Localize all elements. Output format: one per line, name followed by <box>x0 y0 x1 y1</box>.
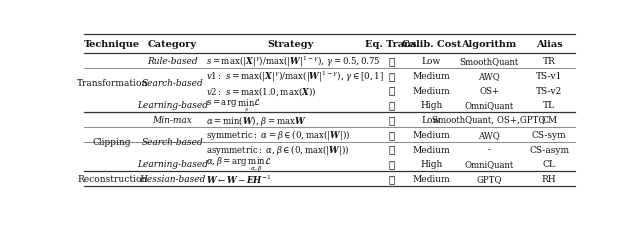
Text: $\boldsymbol{W} \leftarrow \boldsymbol{W} - \boldsymbol{E}\boldsymbol{H}^{-1}$: $\boldsymbol{W} \leftarrow \boldsymbol{W… <box>205 173 271 185</box>
Text: TS-v1: TS-v1 <box>536 71 563 80</box>
Text: Algorithm: Algorithm <box>461 40 516 49</box>
Text: ✓: ✓ <box>389 101 396 110</box>
Text: CS-sym: CS-sym <box>532 130 566 139</box>
Text: Calib. Cost: Calib. Cost <box>402 40 461 49</box>
Text: Reconstruction: Reconstruction <box>77 174 147 183</box>
Text: Medium: Medium <box>413 86 451 95</box>
Text: ✗: ✗ <box>389 174 396 183</box>
Text: GPTQ: GPTQ <box>476 174 502 183</box>
Text: Hessian-based: Hessian-based <box>139 174 205 183</box>
Text: ✓: ✓ <box>389 86 396 95</box>
Text: TS-v2: TS-v2 <box>536 86 563 95</box>
Text: Clipping: Clipping <box>93 138 131 147</box>
Text: CM: CM <box>541 116 557 125</box>
Text: CL: CL <box>543 160 556 169</box>
Text: Medium: Medium <box>413 71 451 80</box>
Text: ✓: ✓ <box>389 71 396 80</box>
Text: Search-based: Search-based <box>141 138 204 147</box>
Text: OmniQuant: OmniQuant <box>465 101 514 110</box>
Text: Learning-based: Learning-based <box>137 101 208 110</box>
Text: AWQ: AWQ <box>478 130 500 139</box>
Text: Learning-based: Learning-based <box>137 160 208 169</box>
Text: Technique: Technique <box>84 40 140 49</box>
Text: Low: Low <box>422 57 441 66</box>
Text: Rule-based: Rule-based <box>147 57 198 66</box>
Text: Alias: Alias <box>536 40 563 49</box>
Text: $v2{:}\ s = \max(1.0,\max(\boldsymbol{X}))$: $v2{:}\ s = \max(1.0,\max(\boldsymbol{X}… <box>205 84 316 97</box>
Text: $\mathrm{asymmetric{:}}\ \alpha,\beta \in (0, \max(|\boldsymbol{W}|))$: $\mathrm{asymmetric{:}}\ \alpha,\beta \i… <box>205 142 349 156</box>
Text: ✗: ✗ <box>389 145 396 154</box>
Text: -: - <box>488 145 490 154</box>
Text: $\alpha = \min(\boldsymbol{W}),\, \beta = \max\boldsymbol{W}$: $\alpha = \min(\boldsymbol{W}),\, \beta … <box>205 113 307 127</box>
Text: Low: Low <box>422 116 441 125</box>
Text: High: High <box>420 101 443 110</box>
Text: ✗: ✗ <box>389 130 396 139</box>
Text: SmoothQuant, OS+,GPTQ: SmoothQuant, OS+,GPTQ <box>433 116 546 125</box>
Text: TL: TL <box>543 101 556 110</box>
Text: OS+: OS+ <box>479 86 499 95</box>
Text: SmoothQuant: SmoothQuant <box>460 57 518 66</box>
Text: Strategy: Strategy <box>267 40 314 49</box>
Text: Search-based: Search-based <box>141 79 204 88</box>
Text: CS-asym: CS-asym <box>529 145 570 154</box>
Text: OmniQuant: OmniQuant <box>465 160 514 169</box>
Text: $s = \max(|\boldsymbol{X}|^\gamma)/\max(|\boldsymbol{W}|^{1-\gamma}),\, \gamma =: $s = \max(|\boldsymbol{X}|^\gamma)/\max(… <box>205 54 380 68</box>
Text: Medium: Medium <box>413 145 451 154</box>
Text: Medium: Medium <box>413 174 451 183</box>
Text: RH: RH <box>542 174 557 183</box>
Text: ✗: ✗ <box>389 160 396 169</box>
Text: Medium: Medium <box>413 130 451 139</box>
Text: AWQ: AWQ <box>478 71 500 80</box>
Text: $v1{:}\ s = \max(|\boldsymbol{X}|^\gamma)/\max(|\boldsymbol{W}|^{1-\gamma}),\, \: $v1{:}\ s = \max(|\boldsymbol{X}|^\gamma… <box>205 69 383 83</box>
Text: Eq. Trans.: Eq. Trans. <box>365 40 420 49</box>
Text: High: High <box>420 160 443 169</box>
Text: $\alpha,\beta = \arg\min_{\alpha,\beta} \mathcal{L}$: $\alpha,\beta = \arg\min_{\alpha,\beta} … <box>205 155 272 173</box>
Text: TR: TR <box>543 57 556 66</box>
Text: ✓: ✓ <box>389 57 396 66</box>
Text: ✓: ✓ <box>389 116 396 125</box>
Text: $\mathrm{symmetric{:}}\ \alpha = \beta \in (0, \max(|\boldsymbol{W}|))$: $\mathrm{symmetric{:}}\ \alpha = \beta \… <box>205 128 350 142</box>
Text: Transformation: Transformation <box>77 79 148 88</box>
Text: Category: Category <box>148 40 197 49</box>
Text: Min-max: Min-max <box>152 116 192 125</box>
Text: $s = \arg\min_s \mathcal{L}$: $s = \arg\min_s \mathcal{L}$ <box>205 97 261 113</box>
